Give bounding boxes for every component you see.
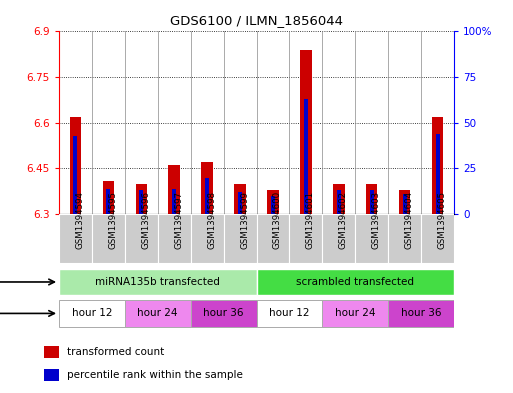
Text: scrambled transfected: scrambled transfected (296, 277, 415, 287)
Bar (106, 189, 110, 214)
Bar (256, 269, 454, 295)
Text: hour 12: hour 12 (72, 309, 112, 318)
Bar (135, 184, 147, 214)
Bar (59, 300, 125, 327)
Bar (158, 214, 191, 263)
Bar (224, 214, 256, 263)
Text: percentile rank within the sample: percentile rank within the sample (67, 370, 243, 380)
Text: transformed count: transformed count (67, 347, 165, 357)
Bar (289, 214, 322, 263)
Text: GSM1394601: GSM1394601 (306, 191, 315, 249)
Text: GSM1394599: GSM1394599 (240, 191, 249, 249)
Bar (267, 190, 279, 214)
Bar (256, 300, 322, 327)
Bar (432, 117, 443, 214)
Title: GDS6100 / ILMN_1856044: GDS6100 / ILMN_1856044 (170, 15, 343, 28)
Text: GSM1394602: GSM1394602 (339, 191, 348, 249)
Bar (322, 214, 355, 263)
Bar (421, 214, 454, 263)
Bar (355, 214, 388, 263)
Text: hour 24: hour 24 (335, 309, 376, 318)
Text: hour 36: hour 36 (203, 309, 244, 318)
Bar (59, 214, 92, 263)
Text: hour 24: hour 24 (137, 309, 178, 318)
Bar (140, 191, 143, 214)
Bar (304, 99, 308, 214)
Bar (125, 300, 191, 327)
Bar (44, 369, 59, 381)
Text: hour 36: hour 36 (401, 309, 441, 318)
Text: hour 12: hour 12 (269, 309, 310, 318)
Bar (70, 117, 81, 214)
Bar (234, 184, 246, 214)
Bar (300, 50, 311, 214)
Text: GSM1394598: GSM1394598 (207, 191, 216, 249)
Text: GSM1394603: GSM1394603 (372, 191, 381, 249)
Bar (191, 300, 256, 327)
Bar (436, 134, 440, 214)
Bar (92, 214, 125, 263)
Bar (337, 191, 341, 214)
Bar (256, 214, 289, 263)
Bar (191, 214, 224, 263)
Bar (168, 165, 180, 214)
Bar (403, 194, 407, 214)
Text: GSM1394595: GSM1394595 (108, 191, 117, 249)
Bar (125, 214, 158, 263)
Text: GSM1394596: GSM1394596 (141, 191, 150, 249)
Bar (172, 189, 176, 214)
Bar (73, 136, 77, 214)
Text: GSM1394594: GSM1394594 (75, 191, 85, 249)
Bar (59, 269, 256, 295)
Bar (103, 181, 114, 214)
Bar (44, 346, 59, 358)
Bar (271, 196, 275, 214)
Bar (399, 190, 410, 214)
Bar (205, 178, 209, 214)
Text: GSM1394604: GSM1394604 (405, 191, 413, 249)
Bar (388, 214, 421, 263)
Bar (238, 192, 242, 214)
Text: GSM1394605: GSM1394605 (438, 191, 446, 249)
Text: GSM1394597: GSM1394597 (174, 191, 183, 249)
Text: miRNA135b transfected: miRNA135b transfected (95, 277, 220, 287)
Bar (202, 162, 213, 214)
Bar (370, 191, 373, 214)
Bar (366, 184, 378, 214)
Bar (388, 300, 454, 327)
Bar (333, 184, 345, 214)
Text: GSM1394600: GSM1394600 (273, 191, 282, 249)
Bar (322, 300, 388, 327)
